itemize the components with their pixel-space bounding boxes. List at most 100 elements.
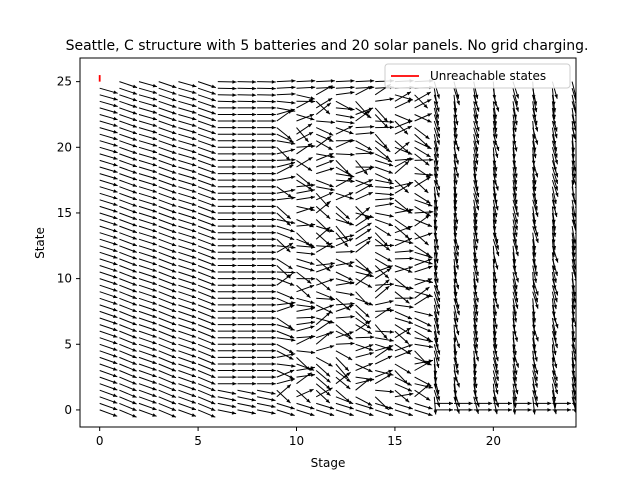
quiver-arrow-head [534, 206, 538, 211]
quiver-arrow-head [429, 158, 434, 162]
quiver-arrow-head [408, 344, 413, 348]
quiver-arrow-head [513, 311, 517, 316]
quiver-arrow-head [368, 301, 373, 306]
quiver-arrow-head [288, 265, 293, 269]
quiver-arrow-head [514, 337, 519, 342]
quiver-arrow-head [191, 334, 197, 338]
quiver-arrow-head [493, 121, 498, 126]
quiver-arrow-head [132, 111, 137, 115]
quiver-arrow-head [455, 160, 459, 165]
quiver-arrow-head [113, 116, 118, 121]
quiver-arrow-head [532, 344, 537, 349]
quiver-arrow-head [492, 95, 497, 100]
quiver-arrow-head [304, 137, 309, 142]
quiver-arrow-head [113, 314, 118, 318]
quiver-arrow-head [132, 321, 137, 326]
quiver-arrow-head [232, 296, 237, 301]
quiver-arrow-head [172, 97, 177, 102]
quiver-arrow-head [384, 123, 389, 128]
quiver-arrow-head [433, 219, 438, 224]
quiver-arrow-head [408, 97, 413, 101]
quiver-arrow-head [426, 336, 431, 341]
quiver-arrow-head [493, 101, 498, 106]
quiver-arrow-head [271, 224, 276, 228]
quiver-arrow-head [428, 359, 433, 363]
quiver-arrow-head [271, 178, 276, 182]
quiver-arrow-head [171, 249, 177, 253]
quiver-arrow-head [232, 276, 237, 281]
quiver-arrow-head [132, 262, 137, 266]
quiver-arrow-head [211, 400, 216, 405]
quiver-arrow-head [474, 101, 478, 106]
quiver-arrow-head [366, 240, 371, 245]
quiver-arrow-head [232, 99, 237, 104]
quiver-arrow-head [534, 232, 539, 237]
quiver-arrow-head [552, 285, 557, 290]
quiver-arrow-head [132, 354, 137, 358]
quiver-arrow-head [435, 114, 440, 119]
quiver-arrow-head [344, 366, 349, 371]
quiver-arrow-head [368, 363, 373, 367]
quiver-arrow-head [403, 379, 408, 385]
quiver-arrow-head [455, 121, 459, 126]
quiver-arrow-head [495, 107, 500, 112]
quiver-arrow-head [405, 286, 410, 291]
quiver-arrow-head [428, 265, 433, 270]
quiver-arrow-head [453, 357, 457, 362]
quiver-arrow-head [492, 226, 497, 231]
quiver-arrow-head [291, 100, 296, 105]
quiver-arrow-head [112, 386, 118, 391]
quiver-arrow-head [112, 393, 118, 397]
quiver-arrow-head [553, 199, 557, 204]
quiver-arrow-head [113, 255, 118, 259]
quiver-arrow-head [291, 270, 296, 275]
quiver-arrow-head [210, 407, 216, 411]
quiver-arrow-head [350, 79, 355, 83]
quiver-arrow-head [552, 114, 556, 119]
quiver-arrow-head [288, 324, 293, 329]
quiver-arrow-head [113, 169, 118, 173]
quiver-arrow-head [573, 396, 576, 401]
quiver-arrow-head [384, 274, 389, 279]
quiver-arrow-head [232, 184, 237, 189]
quiver-arrow-head [513, 127, 517, 132]
quiver-arrow-head [252, 224, 257, 228]
quiver-arrow-head [495, 146, 500, 151]
quiver-arrow-head [232, 204, 237, 209]
quiver-arrow-head [552, 108, 557, 113]
arrow-field [99, 79, 576, 418]
quiver-arrow-head [191, 373, 196, 378]
quiver-arrow-head [554, 297, 558, 303]
quiver-arrow-head [532, 252, 537, 257]
quiver-arrow-head [425, 161, 430, 166]
quiver-arrow-head [494, 153, 499, 158]
quiver-arrow-head [171, 394, 176, 398]
x-tick-label: 0 [96, 434, 104, 448]
quiver-arrow-head [252, 106, 257, 110]
quiver-arrow-head [350, 138, 355, 143]
quiver-arrow-head [113, 215, 118, 220]
quiver-arrow-head [532, 259, 536, 264]
quiver-arrow-head [453, 200, 458, 205]
quiver-arrow-head [271, 289, 276, 294]
quiver-arrow-head [512, 357, 517, 362]
quiver-arrow-head [348, 126, 353, 130]
quiver-arrow-head [271, 362, 276, 366]
quiver-arrow-head [330, 261, 335, 266]
quiver-arrow-head [492, 285, 497, 290]
quiver-arrow-head [271, 132, 276, 136]
quiver-arrow-head [132, 137, 137, 141]
quiver-arrow-head [369, 352, 374, 356]
quiver-arrow-head [513, 396, 518, 402]
quiver-arrow-head [291, 85, 296, 90]
quiver-arrow-head [113, 340, 118, 345]
quiver-arrow-head [425, 252, 431, 256]
quiver-arrow-head [289, 356, 294, 360]
quiver-arrow-head [425, 396, 431, 401]
quiver-arrow-head [211, 295, 216, 299]
quiver-arrow-head [350, 115, 355, 119]
quiver-arrow-head [573, 383, 576, 388]
quiver-arrow-head [232, 86, 237, 91]
quiver-arrow-head [571, 311, 576, 316]
quiver-arrow-head [554, 376, 558, 381]
